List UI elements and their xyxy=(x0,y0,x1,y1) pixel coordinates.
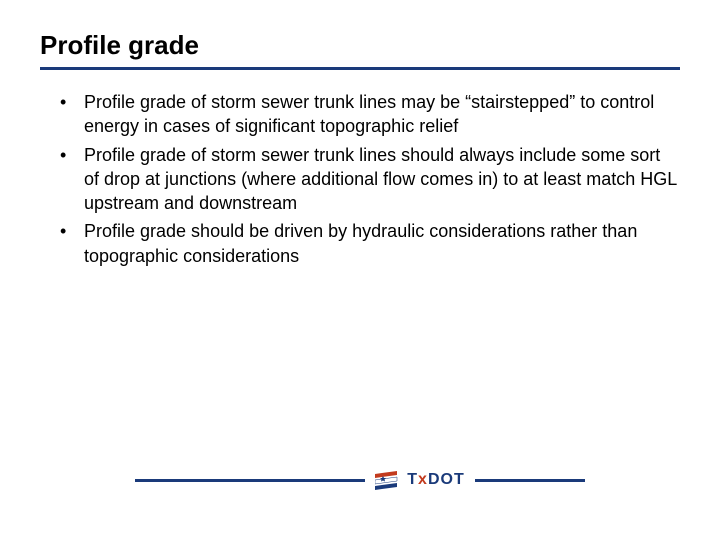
footer-line-right xyxy=(475,479,585,482)
slide-title: Profile grade xyxy=(40,30,680,61)
bullet-item: • Profile grade of storm sewer trunk lin… xyxy=(60,90,680,139)
bullet-text: Profile grade of storm sewer trunk lines… xyxy=(84,143,680,216)
bullet-text: Profile grade of storm sewer trunk lines… xyxy=(84,90,680,139)
logo-prefix: T xyxy=(407,471,418,488)
footer: TxDOT xyxy=(0,470,720,490)
bullet-marker: • xyxy=(60,219,84,268)
logo: TxDOT xyxy=(375,470,464,490)
title-underline xyxy=(40,67,680,70)
footer-line-left xyxy=(135,479,365,482)
flag-icon xyxy=(375,470,401,490)
content-area: • Profile grade of storm sewer trunk lin… xyxy=(40,90,680,268)
logo-text: TxDOT xyxy=(407,471,464,489)
slide-container: Profile grade • Profile grade of storm s… xyxy=(0,0,720,540)
logo-suffix: DOT xyxy=(428,471,465,488)
bullet-marker: • xyxy=(60,90,84,139)
bullet-item: • Profile grade should be driven by hydr… xyxy=(60,219,680,268)
bullet-marker: • xyxy=(60,143,84,216)
bullet-item: • Profile grade of storm sewer trunk lin… xyxy=(60,143,680,216)
logo-x: x xyxy=(418,471,428,488)
bullet-text: Profile grade should be driven by hydrau… xyxy=(84,219,680,268)
